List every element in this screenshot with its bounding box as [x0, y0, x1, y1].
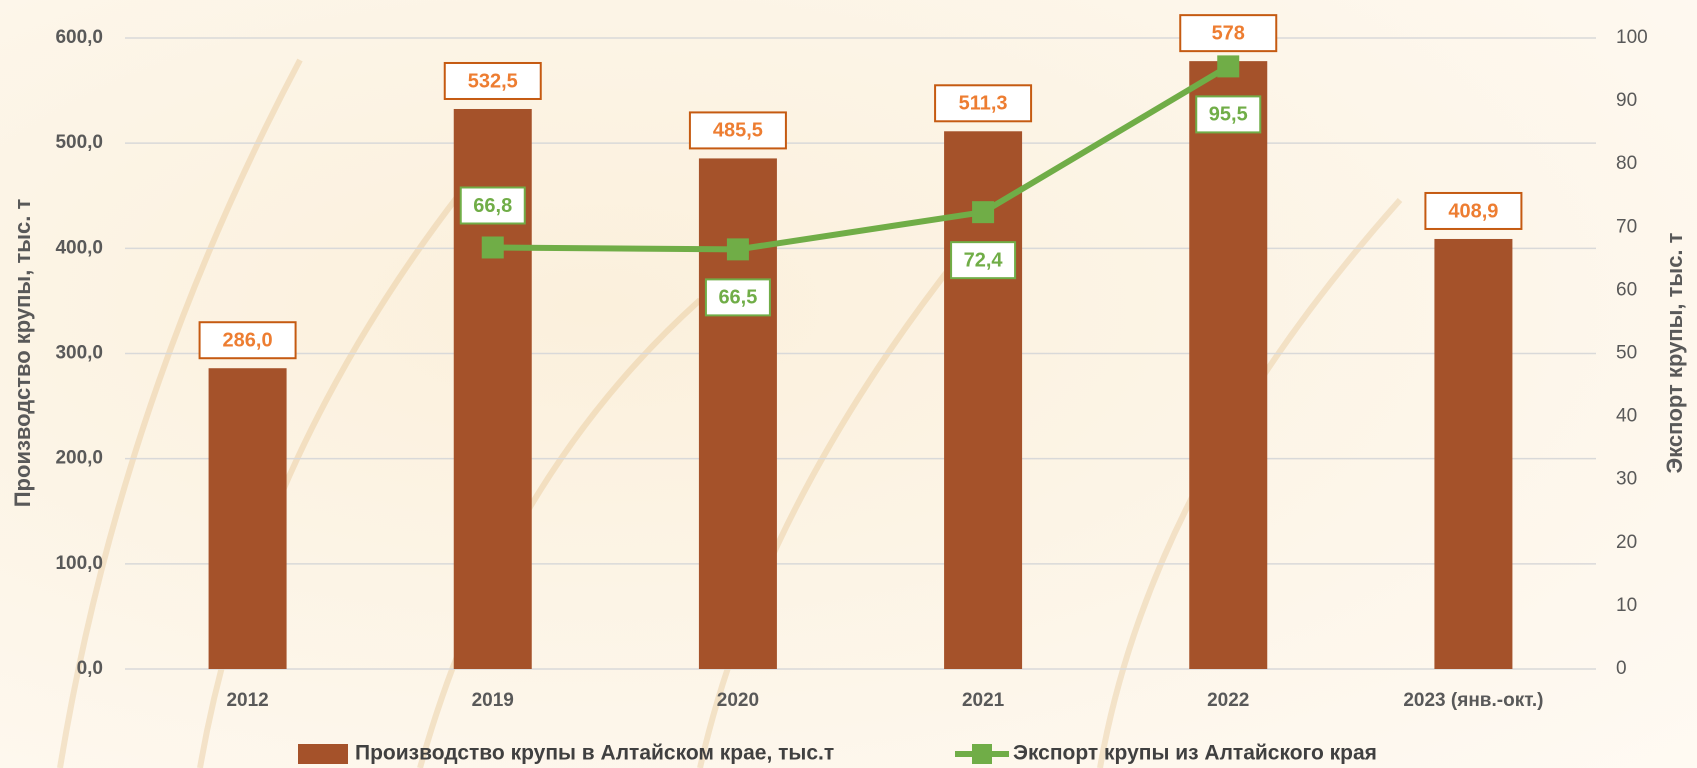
data-label: 532,5 — [468, 70, 518, 92]
data-label: 408,9 — [1448, 200, 1498, 222]
data-label-box — [443, 61, 542, 100]
y-axis-title: Производство крупы, тыс. т — [10, 199, 35, 508]
x-tick-label: 2020 — [717, 690, 759, 711]
y2-tick-label: 80 — [1616, 153, 1637, 174]
data-label: 511,3 — [959, 93, 1008, 115]
data-label-box — [704, 278, 771, 317]
data-label-box — [1195, 95, 1262, 134]
y2-tick-label: 10 — [1616, 595, 1637, 616]
bar — [1434, 238, 1513, 669]
y2-tick-label: 30 — [1616, 469, 1637, 490]
y-tick-label: 300,0 — [55, 343, 103, 364]
y2-tick-label: 70 — [1616, 216, 1637, 237]
y-tick-label: 100,0 — [55, 553, 103, 574]
y-tick-label: 200,0 — [55, 448, 103, 469]
y-tick-label: 500,0 — [55, 132, 103, 153]
data-label: 286,0 — [223, 330, 273, 352]
data-label-box — [1424, 191, 1523, 230]
line-marker — [481, 236, 504, 259]
y2-tick-label: 60 — [1616, 279, 1637, 300]
y2-axis-title: Экспорт крупы, тыс. т — [1662, 232, 1687, 473]
bar — [1189, 61, 1268, 670]
y2-tick-label: 20 — [1616, 532, 1637, 553]
legend-swatch — [298, 744, 348, 764]
data-label: 72,4 — [964, 249, 1004, 271]
y2-tick-label: 50 — [1616, 343, 1637, 364]
y-tick-label: 600,0 — [55, 27, 103, 48]
data-label: 578 — [1212, 22, 1245, 44]
y2-tick-label: 100 — [1616, 27, 1648, 48]
y2-tick-label: 0 — [1616, 658, 1627, 679]
line-marker — [726, 238, 749, 261]
data-label: 95,5 — [1209, 104, 1248, 126]
data-label: 485,5 — [713, 120, 763, 142]
data-label-box — [1179, 14, 1278, 53]
y2-tick-label: 40 — [1616, 406, 1637, 427]
y2-tick-label: 90 — [1616, 90, 1637, 111]
data-label-box — [198, 321, 297, 360]
y-tick-label: 0,0 — [77, 658, 103, 679]
x-tick-label: 2019 — [472, 690, 514, 711]
bar — [698, 158, 777, 669]
bar — [208, 368, 287, 669]
data-label-box — [950, 241, 1017, 280]
legend-label: Производство крупы в Алтайском крае, тыс… — [355, 742, 834, 765]
data-label: 66,8 — [473, 195, 512, 217]
line — [492, 63, 1230, 253]
x-tick-label: 2022 — [1207, 690, 1249, 711]
data-label-box — [934, 84, 1033, 123]
line-marker — [1217, 55, 1240, 78]
legend-label: Экспорт крупы из Алтайского края — [1013, 742, 1377, 765]
x-tick-label: 2021 — [962, 690, 1005, 711]
x-tick-label: 2023 (янв.-окт.) — [1403, 690, 1543, 711]
line-marker — [972, 201, 995, 224]
x-tick-label: 2012 — [226, 690, 268, 711]
data-label-box — [688, 111, 787, 150]
y-tick-label: 400,0 — [55, 237, 103, 258]
legend-swatch-marker — [972, 744, 992, 764]
data-label: 66,5 — [718, 287, 757, 309]
data-label-box — [459, 186, 526, 225]
